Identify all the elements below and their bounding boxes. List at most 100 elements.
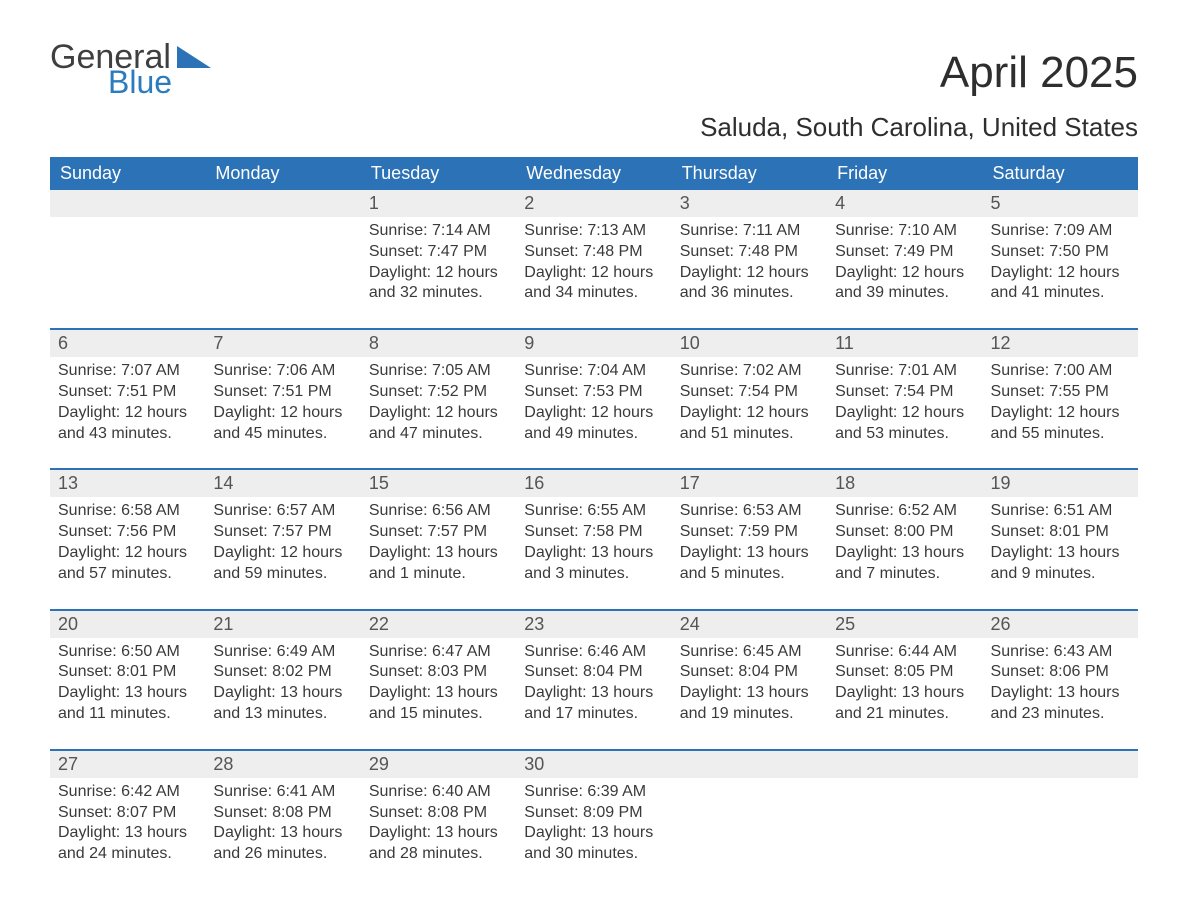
day-body: Sunrise: 7:04 AMSunset: 7:53 PMDaylight:… xyxy=(516,357,671,444)
day-number: 3 xyxy=(672,190,827,217)
day-cell: 18Sunrise: 6:52 AMSunset: 8:00 PMDayligh… xyxy=(827,470,982,590)
day-cell: 20Sunrise: 6:50 AMSunset: 8:01 PMDayligh… xyxy=(50,611,205,731)
day-number: 21 xyxy=(205,611,360,638)
daylight-text: Daylight: 13 hours and 11 minutes. xyxy=(58,683,197,725)
daylight-text: Daylight: 12 hours and 34 minutes. xyxy=(524,263,663,305)
day-body: Sunrise: 6:47 AMSunset: 8:03 PMDaylight:… xyxy=(361,638,516,725)
sunrise-text: Sunrise: 7:02 AM xyxy=(680,361,819,382)
sunrise-text: Sunrise: 7:14 AM xyxy=(369,221,508,242)
day-number xyxy=(983,751,1138,778)
day-number: 13 xyxy=(50,470,205,497)
week-row: 1Sunrise: 7:14 AMSunset: 7:47 PMDaylight… xyxy=(50,190,1138,310)
sunset-text: Sunset: 7:58 PM xyxy=(524,522,663,543)
daylight-text: Daylight: 13 hours and 24 minutes. xyxy=(58,823,197,865)
day-cell: 30Sunrise: 6:39 AMSunset: 8:09 PMDayligh… xyxy=(516,751,671,871)
daylight-text: Daylight: 13 hours and 3 minutes. xyxy=(524,543,663,585)
sunset-text: Sunset: 7:47 PM xyxy=(369,242,508,263)
day-number: 11 xyxy=(827,330,982,357)
day-cell: 19Sunrise: 6:51 AMSunset: 8:01 PMDayligh… xyxy=(983,470,1138,590)
day-number: 29 xyxy=(361,751,516,778)
sunrise-text: Sunrise: 6:57 AM xyxy=(213,501,352,522)
day-cell: 16 Sunrise: 6:55 AMSunset: 7:58 PMDayligh… xyxy=(516,470,671,590)
day-number: 12 xyxy=(983,330,1138,357)
day-number xyxy=(827,751,982,778)
sunrise-text: Sunrise: 7:01 AM xyxy=(835,361,974,382)
weekday-mon: Monday xyxy=(205,157,360,190)
month-title: April 2025 xyxy=(940,48,1138,98)
sunrise-text: Sunrise: 6:53 AM xyxy=(680,501,819,522)
day-body: Sunrise: 6:52 AMSunset: 8:00 PMDaylight:… xyxy=(827,497,982,584)
day-number: 10 xyxy=(672,330,827,357)
sunset-text: Sunset: 7:48 PM xyxy=(524,242,663,263)
day-cell: 29Sunrise: 6:40 AMSunset: 8:08 PMDayligh… xyxy=(361,751,516,871)
daylight-text: Daylight: 13 hours and 15 minutes. xyxy=(369,683,508,725)
sunrise-text: Sunrise: 6:55 AM xyxy=(524,501,663,522)
day-cell: 3Sunrise: 7:11 AMSunset: 7:48 PMDaylight… xyxy=(672,190,827,310)
daylight-text: Daylight: 13 hours and 9 minutes. xyxy=(991,543,1130,585)
day-number: 4 xyxy=(827,190,982,217)
day-cell: 4Sunrise: 7:10 AMSunset: 7:49 PMDaylight… xyxy=(827,190,982,310)
daylight-text: Daylight: 12 hours and 49 minutes. xyxy=(524,403,663,445)
day-number xyxy=(205,190,360,217)
day-cell: 21Sunrise: 6:49 AMSunset: 8:02 PMDayligh… xyxy=(205,611,360,731)
day-body: Sunrise: 7:09 AMSunset: 7:50 PMDaylight:… xyxy=(983,217,1138,304)
day-cell: 6Sunrise: 7:07 AMSunset: 7:51 PMDaylight… xyxy=(50,330,205,450)
day-cell: 25Sunrise: 6:44 AMSunset: 8:05 PMDayligh… xyxy=(827,611,982,731)
week-row: 6Sunrise: 7:07 AMSunset: 7:51 PMDaylight… xyxy=(50,328,1138,450)
daylight-text: Daylight: 13 hours and 26 minutes. xyxy=(213,823,352,865)
day-number: 8 xyxy=(361,330,516,357)
sunset-text: Sunset: 8:03 PM xyxy=(369,662,508,683)
sunset-text: Sunset: 7:59 PM xyxy=(680,522,819,543)
day-number: 5 xyxy=(983,190,1138,217)
day-number xyxy=(672,751,827,778)
sunset-text: Sunset: 8:08 PM xyxy=(213,803,352,824)
sunset-text: Sunset: 7:56 PM xyxy=(58,522,197,543)
weekday-tue: Tuesday xyxy=(361,157,516,190)
sunset-text: Sunset: 8:04 PM xyxy=(524,662,663,683)
daylight-text: Daylight: 13 hours and 5 minutes. xyxy=(680,543,819,585)
day-number: 15 xyxy=(361,470,516,497)
week-row: 27Sunrise: 6:42 AMSunset: 8:07 PMDayligh… xyxy=(50,749,1138,871)
daylight-text: Daylight: 13 hours and 28 minutes. xyxy=(369,823,508,865)
day-body: Sunrise: 7:14 AMSunset: 7:47 PMDaylight:… xyxy=(361,217,516,304)
weekday-fri: Friday xyxy=(827,157,982,190)
sunset-text: Sunset: 7:51 PM xyxy=(213,382,352,403)
day-number: 7 xyxy=(205,330,360,357)
logo-triangle-icon xyxy=(177,46,211,72)
sunset-text: Sunset: 7:53 PM xyxy=(524,382,663,403)
day-body: Sunrise: 6:51 AMSunset: 8:01 PMDaylight:… xyxy=(983,497,1138,584)
sunset-text: Sunset: 7:57 PM xyxy=(213,522,352,543)
day-cell xyxy=(205,190,360,310)
day-body: Sunrise: 6:41 AMSunset: 8:08 PMDaylight:… xyxy=(205,778,360,865)
day-cell xyxy=(983,751,1138,871)
daylight-text: Daylight: 12 hours and 39 minutes. xyxy=(835,263,974,305)
day-cell: 24Sunrise: 6:45 AMSunset: 8:04 PMDayligh… xyxy=(672,611,827,731)
location-label: Saluda, South Carolina, United States xyxy=(50,112,1138,143)
day-number: 19 xyxy=(983,470,1138,497)
day-body: Sunrise: 6:49 AMSunset: 8:02 PMDaylight:… xyxy=(205,638,360,725)
weekday-sat: Saturday xyxy=(983,157,1138,190)
sunrise-text: Sunrise: 7:13 AM xyxy=(524,221,663,242)
day-body: Sunrise: 6:53 AMSunset: 7:59 PMDaylight:… xyxy=(672,497,827,584)
sunset-text: Sunset: 7:52 PM xyxy=(369,382,508,403)
sunrise-text: Sunrise: 6:46 AM xyxy=(524,642,663,663)
day-number: 16 xyxy=(516,470,671,497)
daylight-text: Daylight: 12 hours and 59 minutes. xyxy=(213,543,352,585)
day-number: 23 xyxy=(516,611,671,638)
day-number: 25 xyxy=(827,611,982,638)
day-body: Sunrise: 7:13 AMSunset: 7:48 PMDaylight:… xyxy=(516,217,671,304)
day-number: 6 xyxy=(50,330,205,357)
day-body: Sunrise: 7:10 AMSunset: 7:49 PMDaylight:… xyxy=(827,217,982,304)
day-body: Sunrise: 6:42 AMSunset: 8:07 PMDaylight:… xyxy=(50,778,205,865)
day-number: 20 xyxy=(50,611,205,638)
daylight-text: Daylight: 13 hours and 1 minute. xyxy=(369,543,508,585)
day-body: Sunrise: 6:50 AMSunset: 8:01 PMDaylight:… xyxy=(50,638,205,725)
sunset-text: Sunset: 8:07 PM xyxy=(58,803,197,824)
weekday-wed: Wednesday xyxy=(516,157,671,190)
day-cell xyxy=(827,751,982,871)
daylight-text: Daylight: 12 hours and 53 minutes. xyxy=(835,403,974,445)
sunset-text: Sunset: 8:08 PM xyxy=(369,803,508,824)
day-body: Sunrise: 7:11 AMSunset: 7:48 PMDaylight:… xyxy=(672,217,827,304)
week-row: 13Sunrise: 6:58 AMSunset: 7:56 PMDayligh… xyxy=(50,468,1138,590)
sunrise-text: Sunrise: 7:11 AM xyxy=(680,221,819,242)
